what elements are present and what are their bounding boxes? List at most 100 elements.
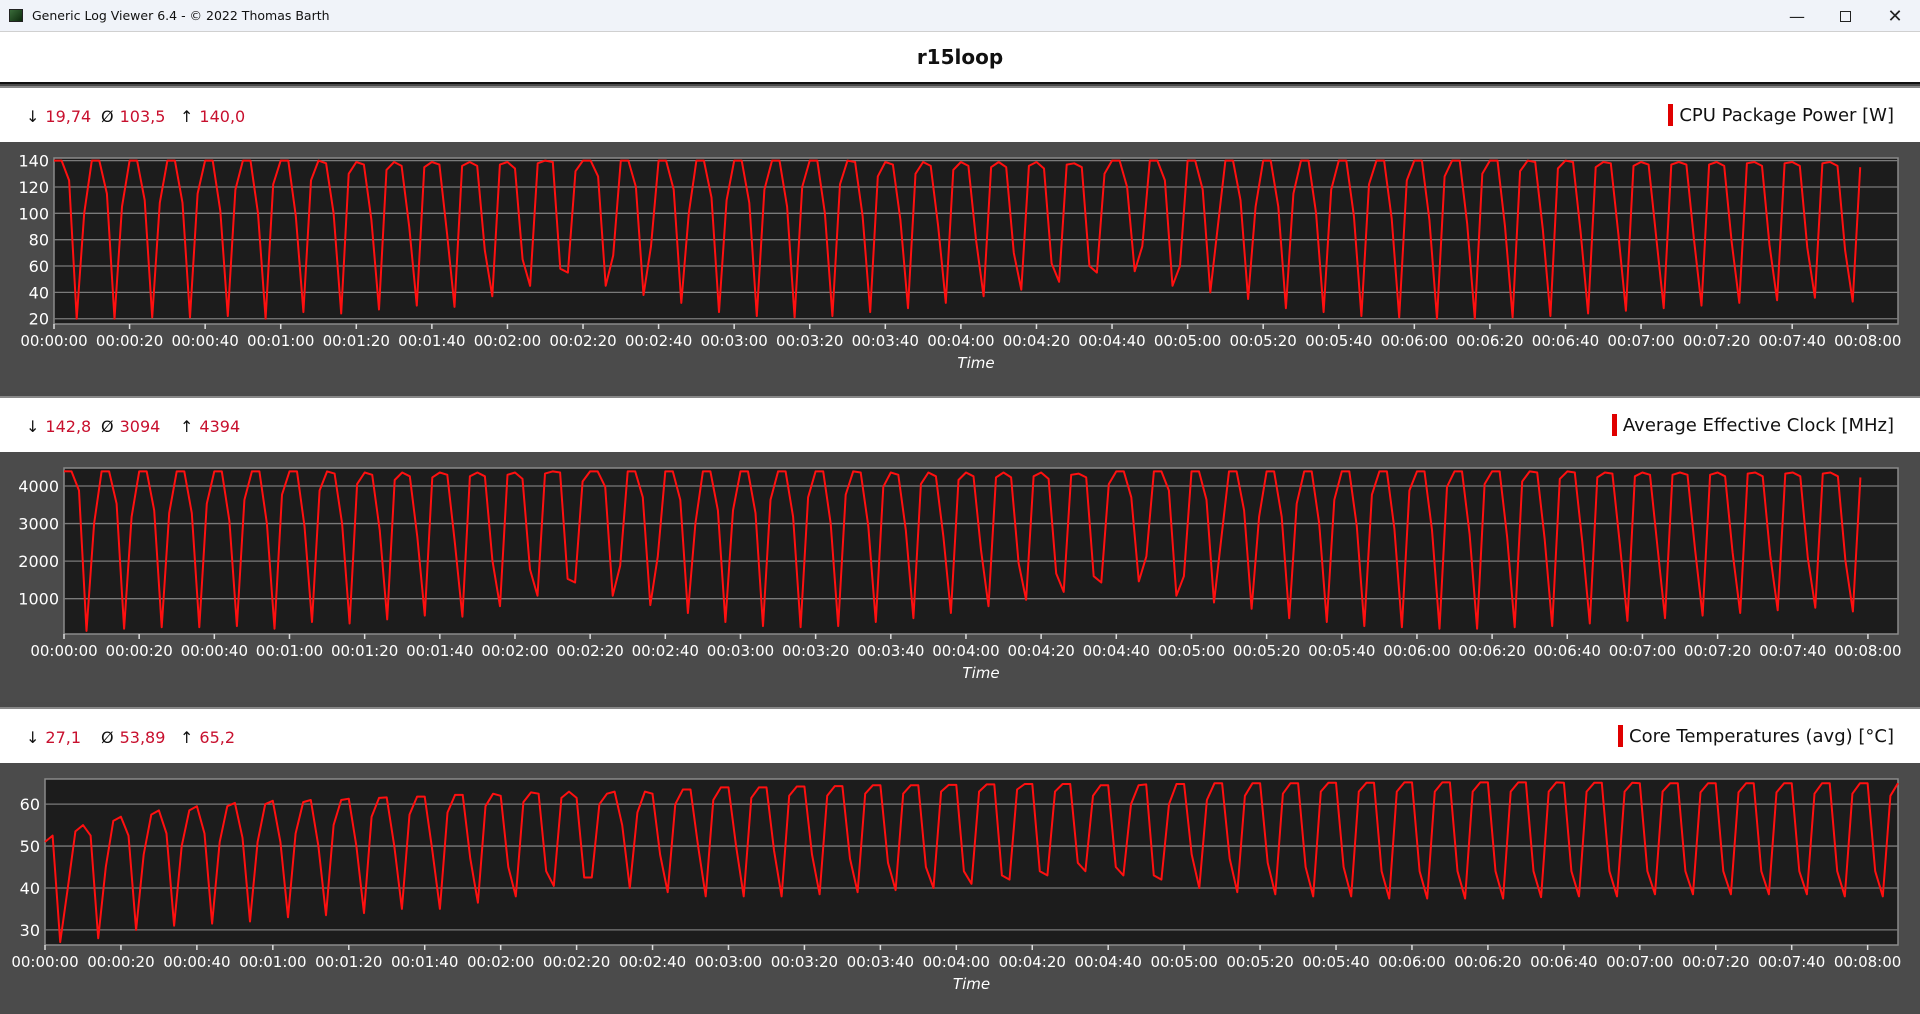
x-tick-label: 00:01:20: [331, 642, 398, 660]
stat-max: ↑ 4394: [180, 417, 240, 436]
stat-avg-value: 53,89: [119, 728, 166, 747]
log-title-header: r15loop: [0, 32, 1920, 84]
cpu-package-power-chart[interactable]: 20 40 60 80 100 120 140 00:00:00 00:00:20 00:00:4…: [0, 142, 1920, 392]
x-tick-label: 00:00:00: [20, 332, 87, 350]
y-tick-label: 40: [20, 879, 40, 898]
x-tick-label: 00:00:20: [105, 642, 172, 660]
x-tick-label: 00:02:40: [625, 332, 692, 350]
x-tick-label: 00:01:00: [247, 332, 314, 350]
core-temperatures-plot[interactable]: 30 40 50 60 00:00:00 00:00:20 00:00:40 00:01:00…: [0, 763, 1920, 1013]
log-title: r15loop: [916, 45, 1004, 69]
x-tick-label: 00:05:20: [1226, 953, 1293, 971]
x-tick-label: 00:07:40: [1759, 332, 1826, 350]
stat-avg-symbol: Ø: [101, 107, 114, 126]
x-tick-label: 00:06:00: [1383, 642, 1450, 660]
y-tick-label: 120: [18, 178, 49, 197]
x-tick-label: 00:07:00: [1609, 642, 1676, 660]
maximize-button[interactable]: [1822, 0, 1868, 32]
x-tick-label: 00:04:20: [1003, 332, 1070, 350]
x-tick-label: 00:03:40: [847, 953, 914, 971]
legend-item[interactable]: Average Effective Clock [MHz]: [1611, 414, 1894, 436]
window-title: Generic Log Viewer 6.4 - © 2022 Thomas B…: [32, 8, 330, 23]
legend-item[interactable]: CPU Package Power [W]: [1668, 104, 1894, 126]
stat-avg: Ø 53,89: [101, 728, 165, 747]
x-tick-label: 00:05:40: [1305, 332, 1372, 350]
x-tick-label: 00:04:00: [927, 332, 994, 350]
x-tick-label: 00:00:40: [181, 642, 248, 660]
stat-avg-value: 103,5: [119, 107, 166, 126]
average-effective-clock-chart[interactable]: 1000 2000 3000 4000 00:00:00 00:00:20 00:00:40…: [0, 452, 1920, 702]
x-tick-label: 00:02:00: [467, 953, 534, 971]
x-tick-label: 00:06:00: [1381, 332, 1448, 350]
y-tick-label: 3000: [18, 515, 59, 534]
x-tick-label: 00:06:20: [1458, 642, 1525, 660]
legend-swatch: [1618, 725, 1623, 747]
x-tick-label: 00:03:20: [771, 953, 838, 971]
x-tick-label: 00:00:40: [171, 332, 238, 350]
y-tick-label: 60: [20, 795, 40, 814]
x-tick-label: 00:04:40: [1075, 953, 1142, 971]
stat-min-value: 142,8: [45, 417, 92, 436]
x-tick-label: 00:00:00: [11, 953, 78, 971]
stat-avg-symbol: Ø: [101, 728, 114, 747]
stat-min: ↓ 19,74: [26, 107, 91, 126]
stat-max: ↑ 140,0: [180, 107, 245, 126]
x-tick-label: 00:05:00: [1158, 642, 1225, 660]
x-tick-label: 00:02:20: [556, 642, 623, 660]
legend-swatch: [1668, 104, 1674, 126]
legend-item[interactable]: Core Temperatures (avg) [°C]: [1618, 725, 1894, 747]
x-axis-label: Time: [953, 975, 990, 993]
x-tick-label: 00:04:00: [932, 642, 999, 660]
minimize-icon: —: [1789, 6, 1805, 26]
y-tick-label: 60: [29, 257, 49, 276]
minimize-button[interactable]: —: [1774, 0, 1820, 32]
app-icon: [9, 9, 23, 22]
core-temperatures-chart[interactable]: 30 40 50 60 00:00:00 00:00:20 00:00:40 00:01:00…: [0, 763, 1920, 1013]
x-tick-label: 00:05:00: [1150, 953, 1217, 971]
stat-max-symbol: ↑: [180, 728, 194, 747]
x-tick-label: 00:00:20: [87, 953, 154, 971]
close-button[interactable]: ✕: [1872, 0, 1918, 32]
stat-min-symbol: ↓: [26, 728, 40, 747]
stat-max-value: 65,2: [199, 728, 236, 747]
plot-area: [44, 778, 1899, 946]
x-axis-label: Time: [957, 354, 994, 372]
x-tick-label: 00:02:00: [481, 642, 548, 660]
x-tick-label: 00:00:40: [163, 953, 230, 971]
series-line: [63, 470, 1862, 632]
x-tick-label: 00:07:40: [1759, 642, 1826, 660]
stat-max-value: 140,0: [199, 107, 246, 126]
y-tick-label: 1000: [18, 590, 59, 609]
x-tick-label: 00:07:00: [1606, 953, 1673, 971]
stat-min: ↓ 142,8: [26, 417, 91, 436]
x-tick-label: 00:03:20: [776, 332, 843, 350]
x-tick-label: 00:06:40: [1534, 642, 1601, 660]
x-tick-label: 00:01:40: [391, 953, 458, 971]
x-tick-label: 00:06:20: [1454, 953, 1521, 971]
y-tick-label: 4000: [18, 477, 59, 496]
average-effective-clock-plot[interactable]: 1000 2000 3000 4000 00:00:00 00:00:20 00:00:40…: [0, 452, 1920, 702]
cpu-package-power-stats-row: ↓ 19,74 Ø 103,5 ↑ 140,0 CPU Package Power [W]: [0, 86, 1920, 144]
series-line: [54, 159, 1862, 320]
core-temperatures-stats-row: ↓ 27,1 Ø 53,89 ↑ 65,2 Core Temperatures (avg) …: [0, 707, 1920, 765]
x-tick-label: 00:03:00: [700, 332, 767, 350]
y-tick-label: 140: [18, 152, 49, 171]
cpu-package-power-plot[interactable]: 20 40 60 80 100 120 140 00:00:00 00:00:20 00:00:4…: [0, 142, 1920, 392]
x-axis-label: Time: [962, 664, 999, 682]
x-tick-label: 00:07:20: [1684, 642, 1751, 660]
stat-avg-value: 3094: [119, 417, 161, 436]
x-tick-label: 00:05:20: [1229, 332, 1296, 350]
x-tick-label: 00:07:20: [1683, 332, 1750, 350]
stat-min: ↓ 27,1: [26, 728, 81, 747]
x-tick-label: 00:07:40: [1758, 953, 1825, 971]
y-tick-label: 30: [20, 921, 40, 940]
stat-max-symbol: ↑: [180, 417, 194, 436]
series-line: [44, 781, 1899, 944]
x-tick-label: 00:00:20: [96, 332, 163, 350]
x-tick-label: 00:02:20: [543, 953, 610, 971]
close-icon: ✕: [1887, 5, 1903, 27]
stat-max: ↑ 65,2: [180, 728, 235, 747]
stat-min-value: 27,1: [45, 728, 82, 747]
y-tick-label: 100: [18, 204, 49, 223]
x-tick-label: 00:04:40: [1078, 332, 1145, 350]
